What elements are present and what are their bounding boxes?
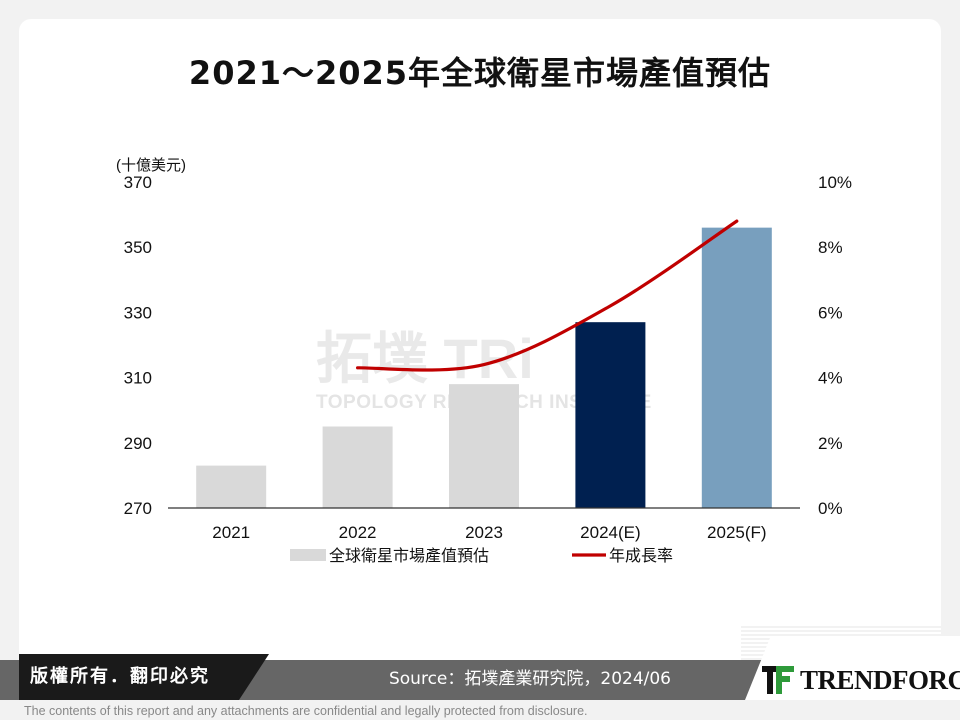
bar-2021 (196, 465, 267, 508)
y-right-tick-label: 8% (818, 238, 843, 257)
trendforce-logo-icon (762, 666, 794, 694)
x-tick-label: 2023 (465, 523, 503, 542)
y-right-tick-label: 6% (818, 303, 843, 322)
bar-2024(E) (575, 322, 646, 508)
trendforce-logo-text: TRENDFORCE (800, 665, 960, 695)
chart-title: 2021～2025年全球衛星市場產值預估 (188, 54, 772, 92)
y-left-unit-label: (十億美元) (116, 157, 186, 174)
bar-2022 (322, 426, 393, 508)
combo-chart: 拓墣 TRi TOPOLOGY RESEARCH INSTITUTE (十億美元… (116, 157, 852, 565)
x-tick-label: 2025(F) (707, 523, 767, 542)
legend-label-line: 年成長率 (609, 547, 673, 565)
watermark-text: 拓墣 TRi (316, 327, 534, 390)
x-tick-label: 2024(E) (580, 523, 640, 542)
y-left-tick-label: 290 (124, 434, 152, 453)
y-left-tick-label: 270 (124, 499, 152, 518)
legend-swatch-bar (290, 549, 326, 561)
disclaimer: The contents of this report and any atta… (24, 704, 588, 718)
bar-2023 (449, 384, 519, 508)
legend-label-bar: 全球衛星市場產值預估 (329, 547, 489, 565)
copyright-notice: 版權所有．翻印必究 (30, 666, 210, 687)
y-left-tick-label: 350 (124, 238, 152, 257)
y-right-tick-label: 2% (818, 434, 843, 453)
y-right-tick-label: 10% (818, 173, 852, 192)
slide-card (19, 19, 941, 683)
x-tick-label: 2021 (212, 523, 250, 542)
source-note: Source：拓墣產業研究院，2024/06 (388, 669, 671, 689)
y-left-tick-label: 370 (124, 173, 152, 192)
bar-2025(F) (701, 227, 772, 508)
copyright-tab (19, 654, 269, 700)
y-right-tick-label: 4% (818, 369, 843, 388)
y-left-tick-label: 330 (124, 303, 152, 322)
x-tick-label: 2022 (339, 523, 377, 542)
growth-rate-line (356, 219, 739, 372)
y-right-tick-label: 0% (818, 499, 843, 518)
y-left-tick-label: 310 (124, 369, 152, 388)
